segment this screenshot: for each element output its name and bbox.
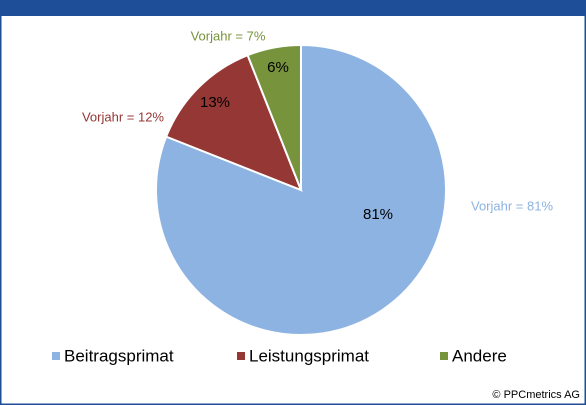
legend-label: Beitragsprimat xyxy=(64,346,174,365)
legend-swatch xyxy=(52,352,60,360)
annotation: Vorjahr = 7% xyxy=(191,28,266,43)
pie-slice xyxy=(164,53,303,192)
annotation: Vorjahr = 81% xyxy=(471,198,553,213)
data-label: 6% xyxy=(267,59,289,76)
legend-swatch xyxy=(237,352,245,360)
source: © PPCmetrics AG xyxy=(492,389,580,401)
pie-slice xyxy=(246,43,302,191)
header-bar xyxy=(0,0,586,16)
data-label: 13% xyxy=(200,94,230,111)
annotation: Vorjahr = 12% xyxy=(82,109,164,124)
legend-swatch xyxy=(440,352,448,360)
data-label: 81% xyxy=(363,206,393,223)
legend-label: Andere xyxy=(452,346,507,365)
legend-label: Leistungsprimat xyxy=(249,346,369,365)
